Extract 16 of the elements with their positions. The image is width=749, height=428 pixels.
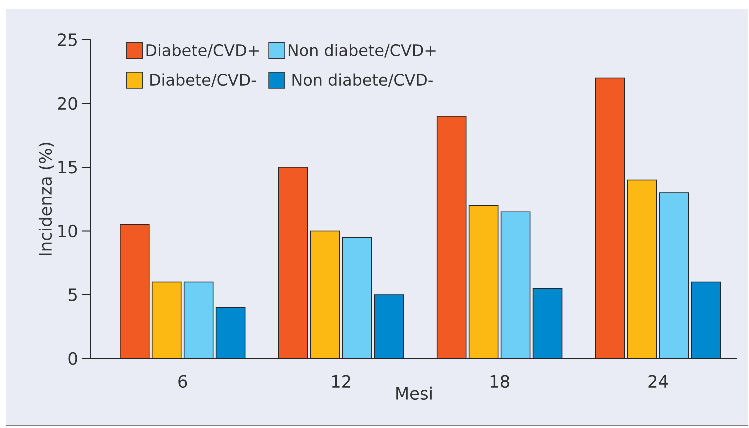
legend-label: Non diabete/CVD+ [288, 44, 436, 58]
legend-label: Diabete/CVD+ [146, 44, 259, 58]
legend-label: Diabete/CVD- [150, 74, 256, 88]
legend-label: Non diabete/CVD- [292, 74, 433, 88]
y-tick-label: 15 [58, 161, 77, 174]
x-tick-label: 12 [332, 375, 350, 388]
x-tick-label: 18 [490, 375, 510, 388]
y-tick-label: 25 [58, 34, 77, 47]
y-axis-title: Incidenza (%) [38, 143, 54, 256]
x-tick-label: 6 [178, 375, 188, 388]
x-axis-title: Mesi [396, 387, 432, 400]
y-tick-label: 5 [68, 288, 77, 302]
y-tick-label: 0 [68, 352, 78, 366]
y-tick-label: 10 [58, 224, 78, 238]
x-tick-label: 24 [648, 375, 668, 388]
y-tick-label: 20 [58, 97, 78, 110]
